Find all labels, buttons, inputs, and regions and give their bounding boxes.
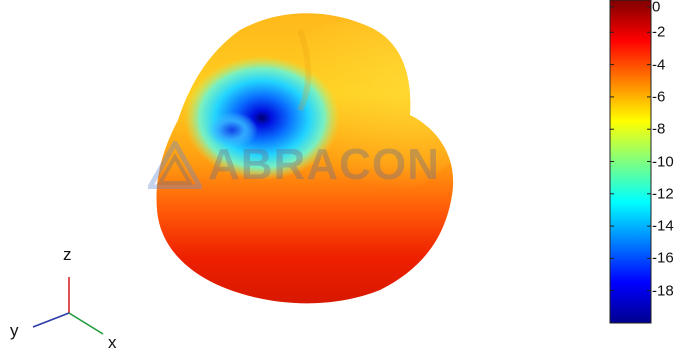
- y-axis-label: y: [10, 321, 19, 340]
- colorbar-tick-label: -16: [652, 249, 674, 267]
- z-axis-label: z: [63, 245, 72, 264]
- pattern-null-region: [184, 56, 340, 180]
- x-axis-line: [68, 312, 104, 335]
- colorbar-tick-label: -4: [652, 56, 666, 74]
- colorbar-labels: 0 -2 -4 -6 -8 -10 -12 -14 -16 -18: [652, 0, 691, 354]
- radiation-pattern-surface: [156, 13, 454, 304]
- colorbar-gradient: [609, 0, 652, 324]
- colorbar-tick-label: -14: [652, 217, 674, 235]
- colorbar-tick-label: 0: [652, 0, 661, 16]
- x-axis-label: x: [108, 333, 117, 352]
- y-axis-line: [32, 312, 70, 328]
- colorbar-tick-label: -8: [652, 120, 666, 138]
- pattern-upper-lobe-edge: [297, 29, 312, 112]
- colorbar-tick-label: -2: [652, 23, 666, 41]
- colorbar-tick-label: -12: [652, 185, 674, 203]
- colorbar-tick-label: -10: [652, 153, 674, 170]
- pattern-secondary-null: [206, 112, 258, 148]
- colorbar-tick-label: -6: [652, 88, 666, 106]
- axes-triad: [32, 277, 104, 335]
- colorbar-tick-label: -18: [652, 282, 674, 300]
- colorbar: [609, 0, 652, 324]
